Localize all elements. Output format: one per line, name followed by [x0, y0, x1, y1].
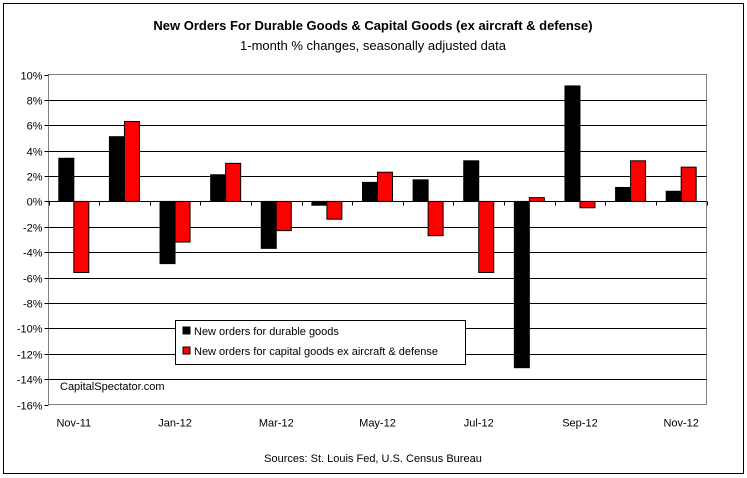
y-tick-label: 10%: [20, 71, 42, 83]
x-tick-label: May-12: [359, 418, 396, 430]
y-tick-label: 0%: [27, 197, 43, 209]
legend-swatch-durable: [182, 326, 191, 335]
y-tick-label: 2%: [27, 172, 43, 184]
bars: [58, 85, 697, 369]
source-note: Sources: St. Louis Fed, U.S. Census Bure…: [264, 453, 482, 465]
bar-capital-goods: [225, 162, 242, 202]
y-tick-label: -16%: [17, 401, 43, 413]
bar-capital-goods: [377, 171, 393, 202]
x-axis-ticks: Nov-11 Jan-12 Mar-12 May-12 Jul-12 Sep-12 Nov-…: [49, 201, 708, 430]
bar-durable-goods: [412, 179, 429, 202]
y-tick-label: -12%: [17, 350, 43, 362]
legend-box: [175, 320, 466, 365]
y-tick-label: -6%: [23, 274, 43, 286]
bar-durable-goods: [362, 181, 378, 202]
x-tick-label: Nov-11: [56, 418, 91, 430]
legend-swatch-capital: [182, 346, 191, 355]
bar-capital-goods: [478, 200, 495, 273]
bar-capital-goods: [123, 120, 140, 202]
bar-durable-goods: [665, 190, 682, 202]
legend-label-durable: New orders for durable goods: [194, 326, 339, 338]
x-tick-label: Nov-12: [663, 418, 698, 430]
x-tick-label: Sep-12: [562, 418, 597, 430]
bar-durable-goods: [108, 136, 125, 202]
bar-capital-goods: [427, 200, 444, 237]
bar-durable-goods: [159, 200, 176, 265]
watermark-text: CapitalSpectator.com: [60, 381, 165, 393]
chart-subtitle: 1-month % changes, seasonally adjusted d…: [240, 38, 507, 53]
y-tick-label: -8%: [23, 299, 43, 311]
y-tick-label: -2%: [23, 223, 43, 235]
chart-title: New Orders For Durable Goods & Capital G…: [153, 18, 592, 33]
bar-capital-goods: [630, 160, 647, 202]
x-tick-label: Jan-12: [158, 418, 192, 430]
bar-capital-goods: [579, 200, 596, 209]
y-tick-label: 8%: [27, 96, 43, 108]
bar-capital-goods: [275, 200, 292, 232]
legend: New orders for durable goods New orders …: [175, 320, 466, 365]
bar-durable-goods: [513, 200, 530, 369]
y-tick-label: -4%: [23, 248, 43, 260]
bar-capital-goods: [528, 197, 545, 202]
bar-capital-goods: [326, 200, 343, 220]
bar-capital-goods: [73, 200, 90, 273]
bar-durable-goods: [210, 174, 227, 202]
bar-durable-goods: [564, 85, 581, 202]
y-tick-label: -14%: [17, 375, 43, 387]
y-tick-label: 4%: [27, 147, 43, 159]
bar-durable-goods: [58, 157, 75, 202]
bar-durable-goods: [463, 160, 480, 202]
bar-durable-goods: [260, 200, 277, 249]
bar-capital-goods: [174, 200, 191, 243]
legend-label-capital: New orders for capital goods ex aircraft…: [194, 346, 438, 358]
x-tick-label: Jul-12: [464, 418, 494, 430]
x-tick-label: Mar-12: [259, 418, 294, 430]
bar-durable-goods: [615, 186, 632, 202]
y-tick-label: -10%: [17, 324, 43, 336]
bar-capital-goods: [680, 166, 697, 202]
y-axis-ticks: 10% 8% 6% 4% 2% 0% -2% -4% -6% -8% -10% -12% -14% -16…: [17, 71, 49, 413]
y-tick-label: 6%: [27, 121, 43, 133]
